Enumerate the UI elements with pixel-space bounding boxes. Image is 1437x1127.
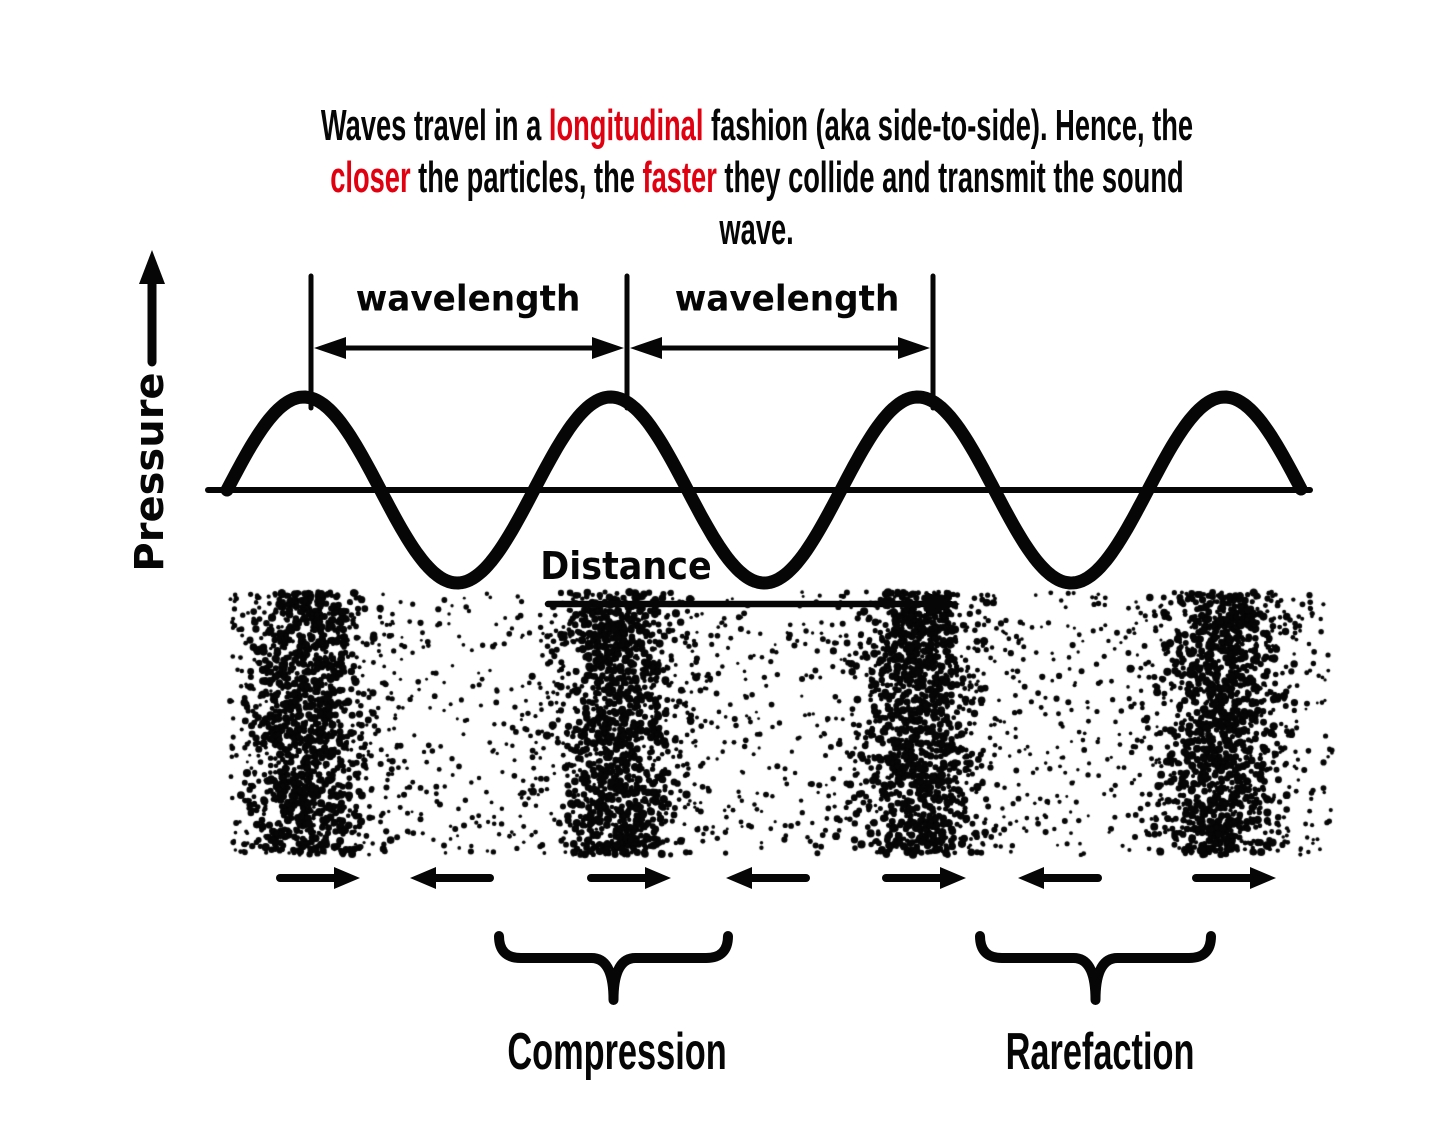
intro-text-segment: they collide and transmit the sound: [716, 153, 1184, 202]
wavelength-label-1: wavelength: [355, 278, 581, 320]
distance-label: Distance: [540, 544, 712, 588]
intro-line-2: closer the particles, the faster they co…: [54, 152, 1437, 204]
intro-line-1: Waves travel in a longitudinal fashion (…: [54, 100, 1437, 152]
intro-text-segment: Waves travel in a: [320, 101, 549, 150]
highlighted-word-faster: faster: [642, 153, 717, 202]
pressure-axis-label: Pressure: [127, 372, 173, 572]
intro-line-3: wave.: [54, 204, 1437, 256]
rarefaction-label: Rarefaction: [1005, 1023, 1195, 1081]
wavelength-label-2: wavelength: [674, 278, 900, 320]
intro-text: Waves travel in a longitudinal fashion (…: [54, 100, 1437, 256]
highlighted-word-longitudinal: longitudinal: [548, 101, 704, 150]
intro-text-segment: the particles, the: [410, 153, 643, 202]
intro-text-segment: wave.: [719, 205, 795, 254]
intro-text-segment: fashion (aka side-to-side). Hence, the: [703, 101, 1194, 150]
compression-label: Compression: [507, 1023, 727, 1081]
highlighted-word-closer: closer: [330, 153, 411, 202]
